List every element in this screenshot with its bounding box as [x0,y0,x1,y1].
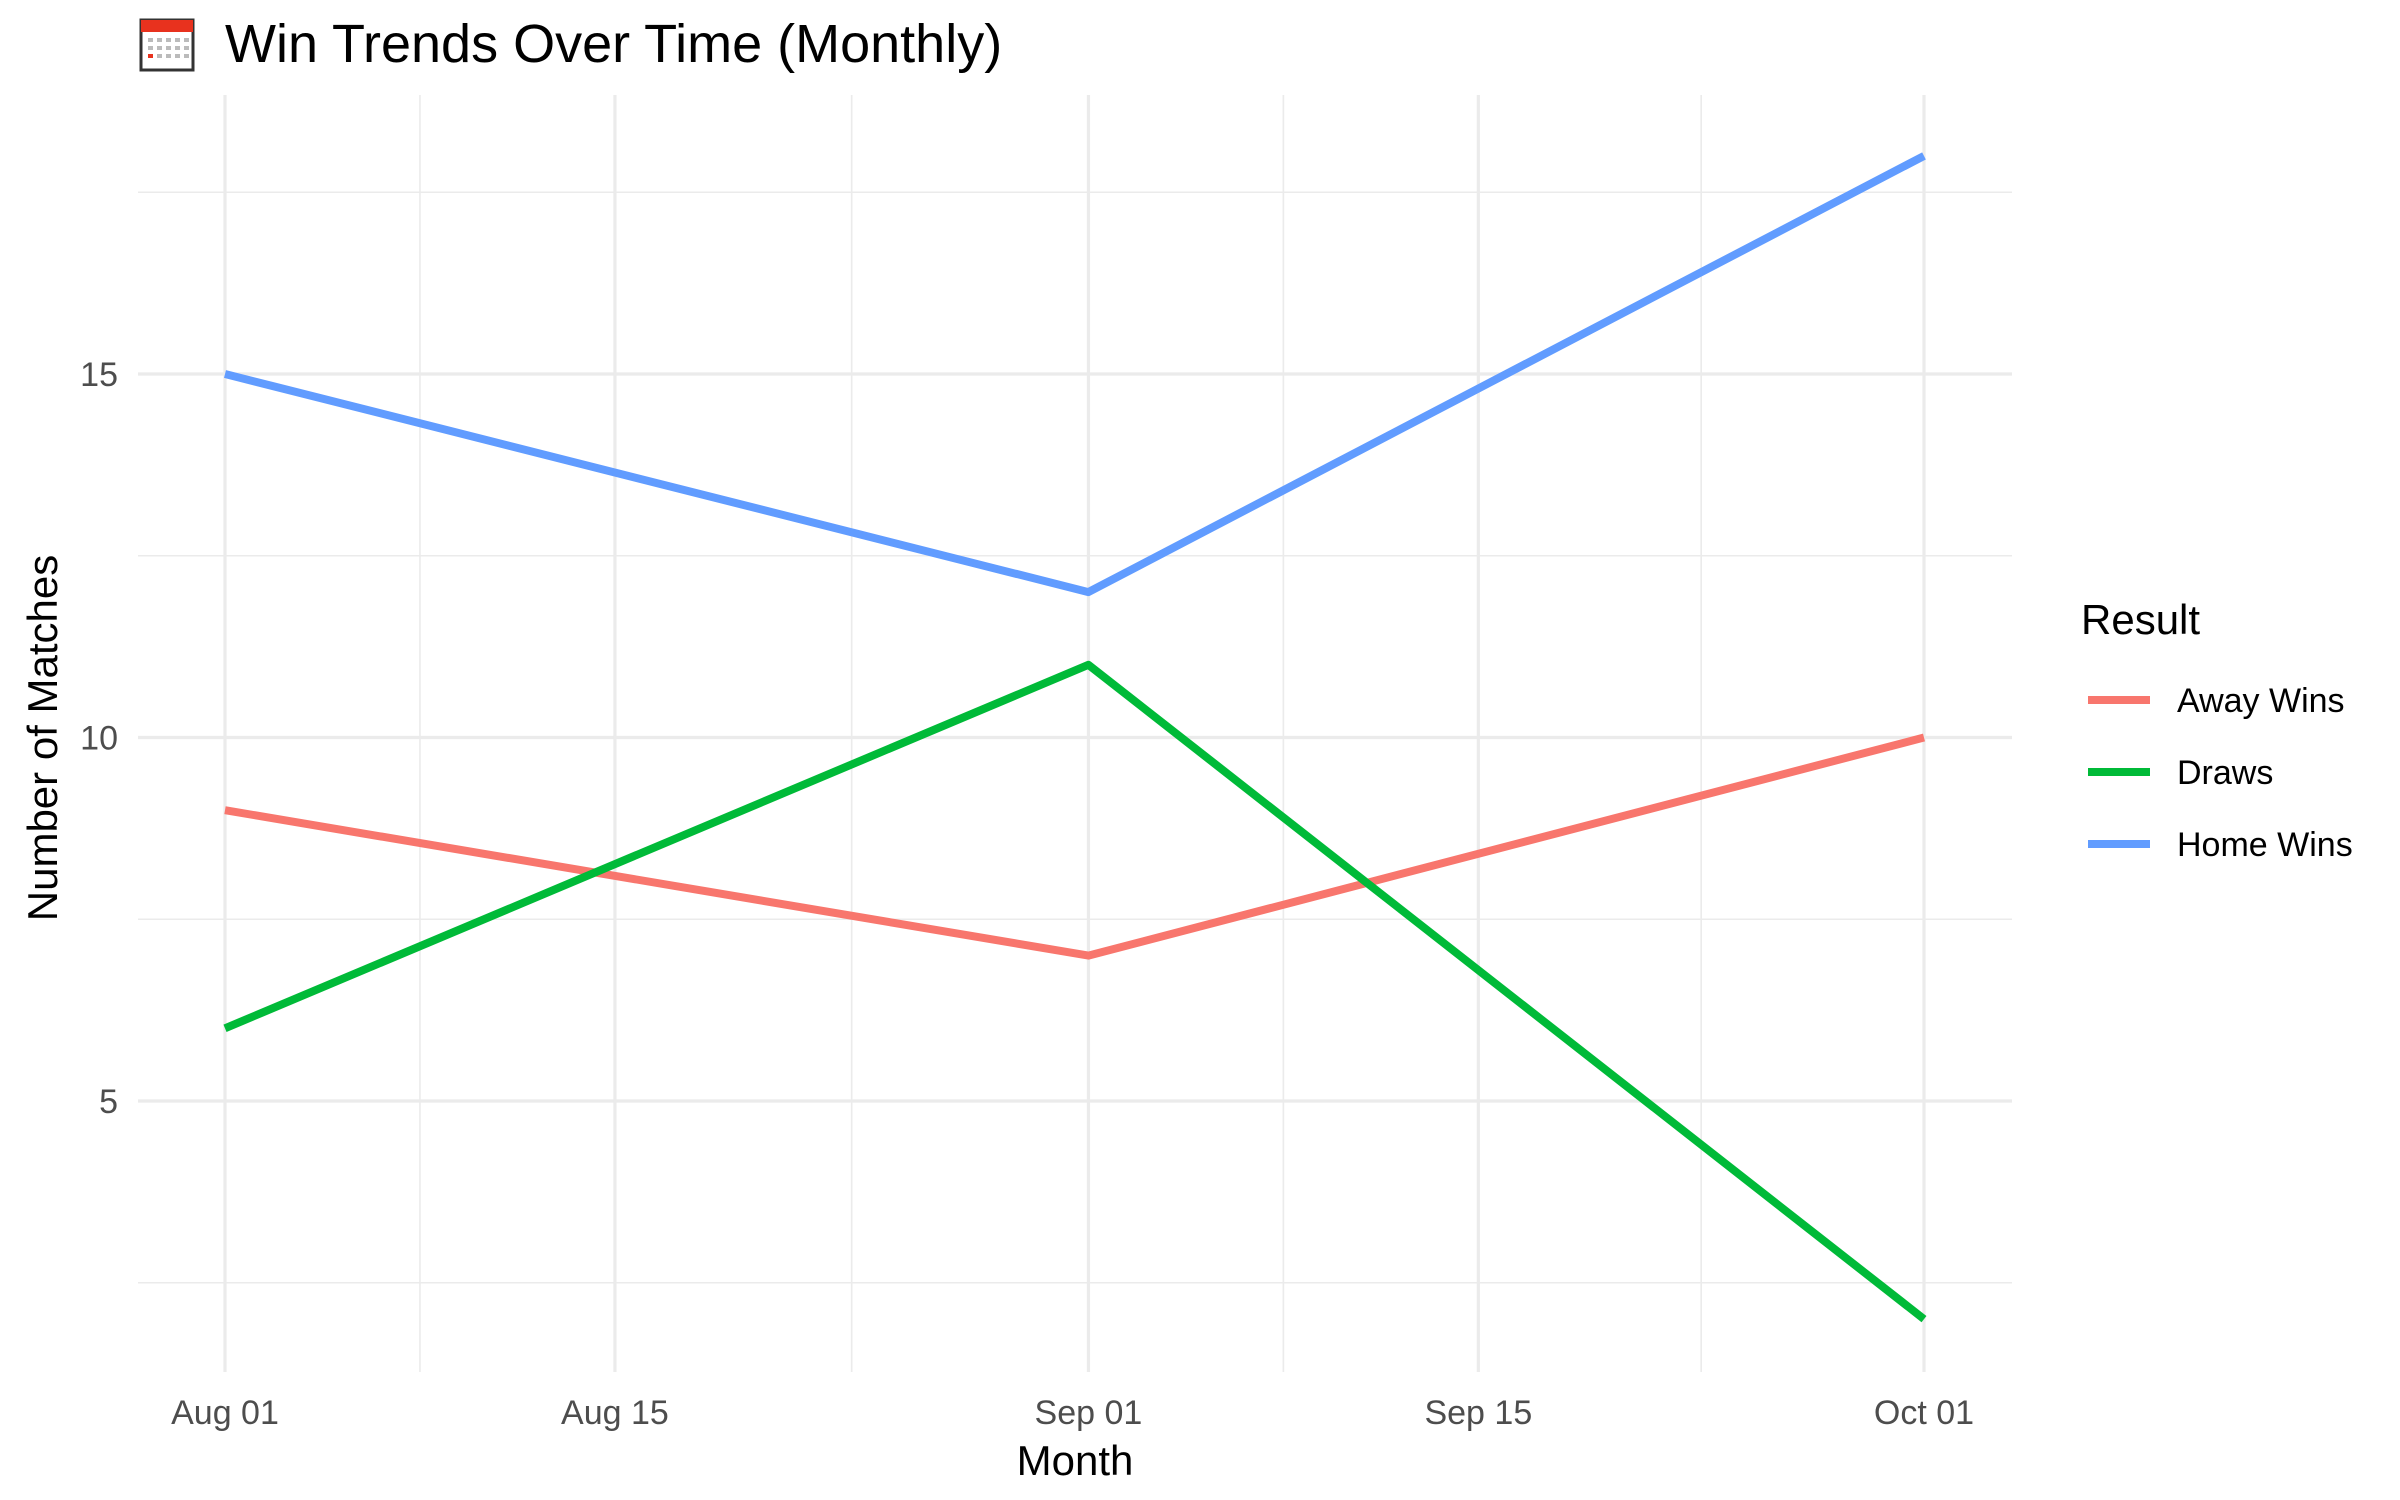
minor-gridlines-x [419,95,1702,1372]
x-tick-label: Aug 15 [561,1394,669,1432]
y-tick-label: 15 [80,356,118,394]
chart-title: Win Trends Over Time (Monthly) [225,14,1002,74]
legend-item-draws: Draws [2088,754,2273,792]
y-axis-title: Number of Matches [19,555,66,921]
minor-gridlines-y [138,191,2012,1284]
legend-label: Home Wins [2177,826,2353,864]
series-line-draws [223,660,1927,1323]
series-line-home-wins [224,152,1926,597]
legend-label: Draws [2177,754,2273,792]
x-tick-label: Sep 01 [1035,1394,1143,1432]
legend-items: Away Wins Draws Home Wins [2088,682,2353,864]
x-tick-label: Aug 01 [171,1394,279,1432]
y-tick-label: 10 [80,720,118,758]
x-tick-label: Sep 15 [1424,1394,1532,1432]
x-tick-label: Oct 01 [1874,1394,1974,1432]
series-line-away-wins [224,733,1926,960]
major-gridlines-y [138,372,2012,1103]
x-axis-title: Month [1017,1437,1134,1484]
major-gridlines-x [223,95,1926,1372]
legend: Result Away Wins Draws Home Wins [2081,596,2353,864]
legend-title: Result [2081,596,2200,643]
legend-label: Away Wins [2177,682,2345,720]
legend-item-home-wins: Home Wins [2088,826,2353,864]
calendar-icon [139,18,195,72]
y-tick-label: 5 [99,1083,118,1121]
y-tick-labels: 5 10 15 [80,356,118,1121]
series-layer [223,152,1927,1323]
x-tick-labels: Aug 01 Aug 15 Sep 01 Sep 15 Oct 01 [171,1394,1974,1432]
legend-item-away-wins: Away Wins [2088,682,2345,720]
